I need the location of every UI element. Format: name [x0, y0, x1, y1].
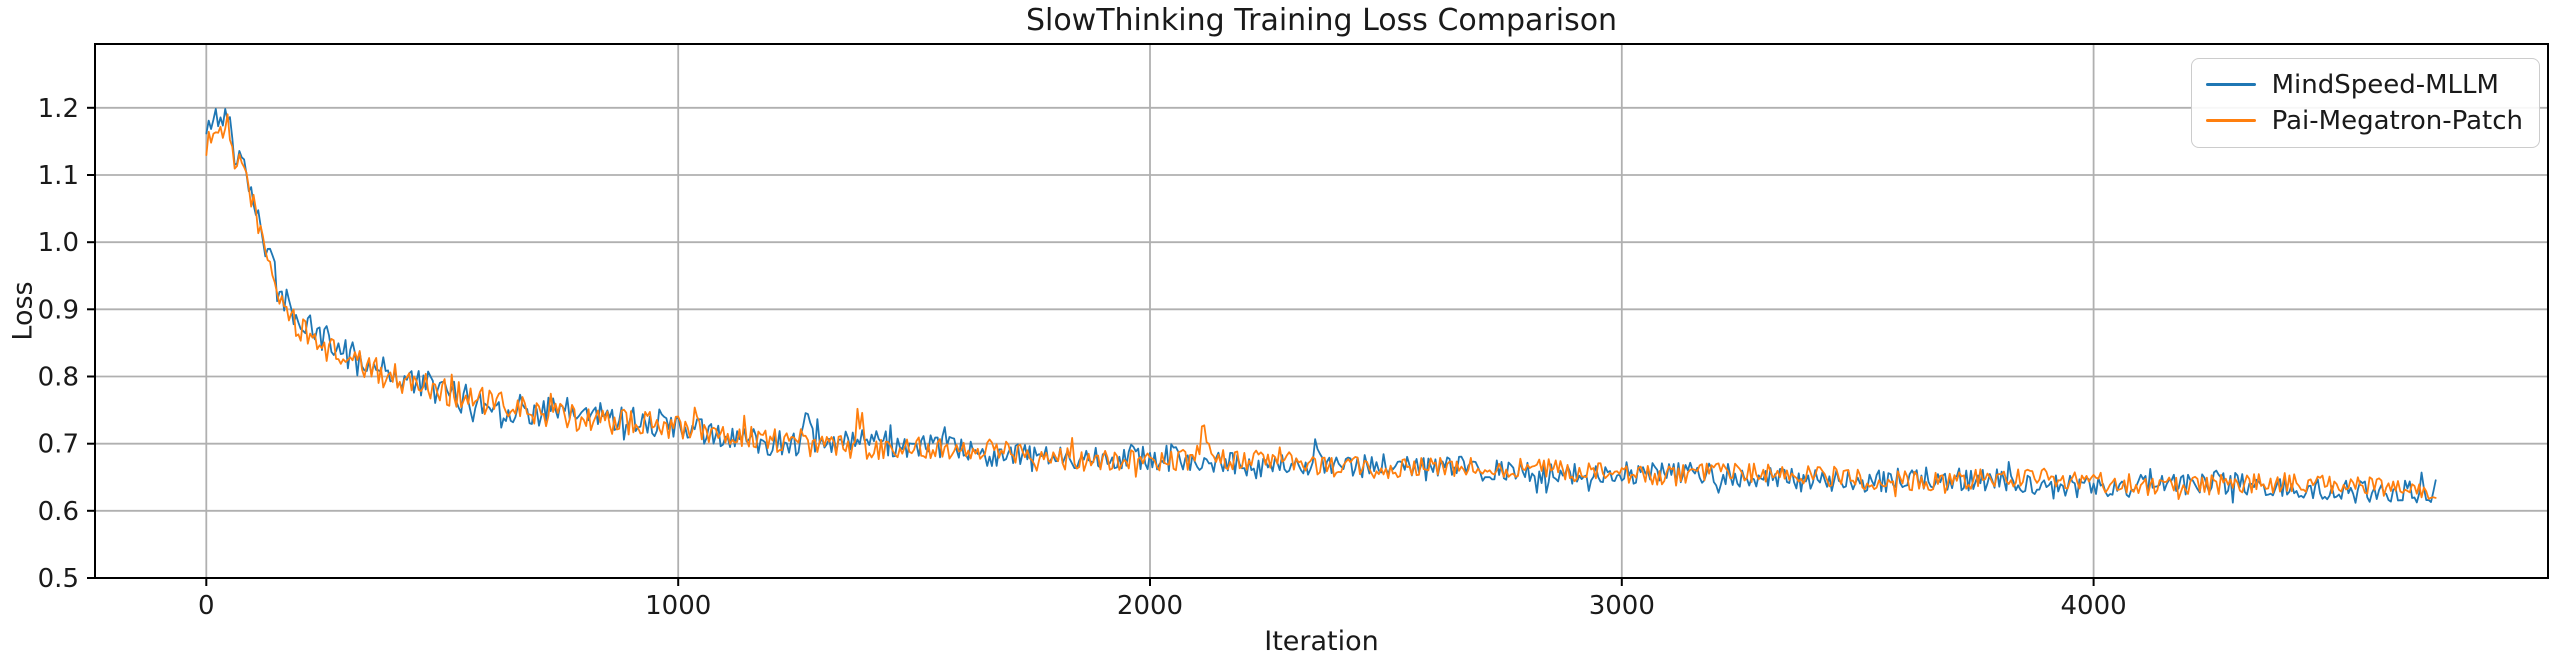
y-axis-label: Loss: [7, 281, 39, 341]
legend-item-mindspeed-mllm: MindSpeed-MLLM: [2205, 69, 2523, 100]
x-tick-labels: 0 1000 2000 3000 4000: [198, 591, 2127, 621]
legend-item-pai-megatron-patch: Pai-Megatron-Patch: [2205, 105, 2523, 136]
y-tick-label: 0.6: [38, 497, 79, 527]
y-tick-label: 0.5: [38, 564, 79, 594]
x-tick-label: 0: [198, 591, 215, 621]
y-axis-ticks: [87, 106, 95, 579]
chart-title: SlowThinking Training Loss Comparison: [1025, 3, 1618, 38]
x-tick-label: 4000: [2061, 591, 2127, 621]
legend-line-sample-mindspeed-mllm: [2205, 82, 2256, 87]
y-tick-label: 1.1: [38, 161, 79, 191]
legend-line-sample-pai-megatron-patch: [2205, 118, 2256, 123]
y-tick-label: 0.9: [38, 295, 79, 325]
series-line-mindspeed-mllm: [205, 107, 2437, 504]
plot-border: [94, 43, 2549, 579]
legend: MindSpeed-MLLM Pai-Megatron-Patch: [2190, 58, 2540, 148]
y-tick-label: 1.2: [38, 94, 79, 124]
x-tick-label: 3000: [1589, 591, 1655, 621]
y-tick-label: 1.0: [38, 228, 79, 258]
y-tick-labels: 0.5 0.6 0.7 0.8 0.9 1.0 1.1 1.2: [38, 94, 79, 594]
x-tick-label: 2000: [1117, 591, 1183, 621]
x-axis-ticks: [205, 578, 2095, 586]
x-axis-label: Iteration: [1264, 626, 1379, 657]
legend-label-pai-megatron-patch: Pai-Megatron-Patch: [2271, 105, 2523, 136]
series-line-pai-megatron-patch: [205, 113, 2437, 501]
y-tick-label: 0.7: [38, 430, 79, 460]
x-tick-label: 1000: [645, 591, 711, 621]
y-tick-label: 0.8: [38, 363, 79, 393]
legend-label-mindspeed-mllm: MindSpeed-MLLM: [2271, 69, 2499, 100]
